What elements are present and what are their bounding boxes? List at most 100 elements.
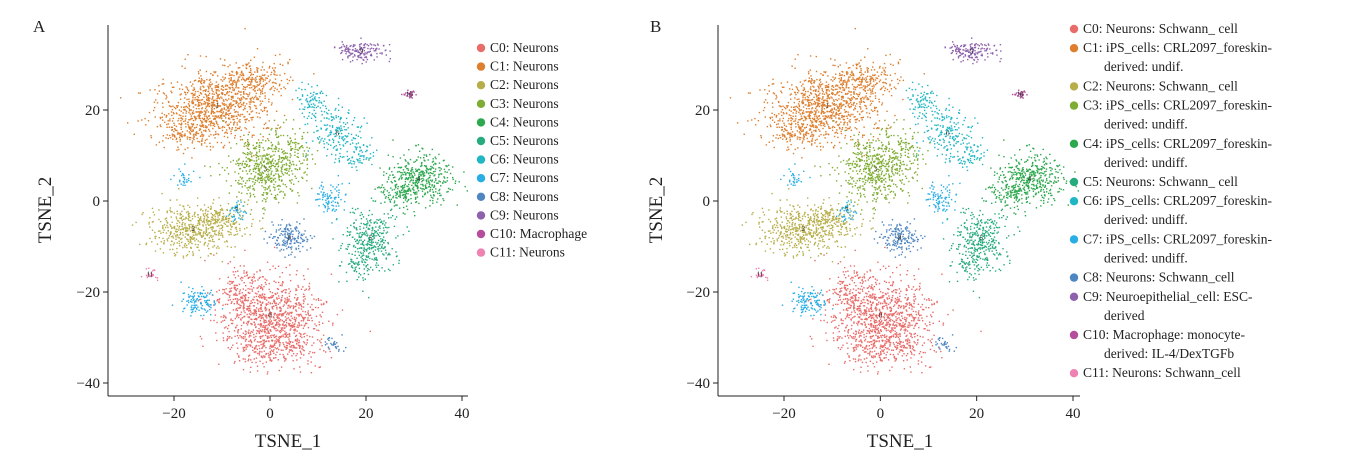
scatter-point (447, 190, 449, 193)
scatter-point (407, 168, 409, 170)
scatter-point (179, 88, 181, 90)
scatter-point (234, 286, 236, 289)
scatter-point (309, 96, 311, 99)
scatter-point (398, 262, 400, 264)
scatter-point (201, 108, 203, 110)
scatter-point (160, 241, 162, 243)
scatter-point (432, 202, 434, 204)
scatter-point (269, 177, 272, 179)
scatter-point (347, 243, 349, 246)
scatter-point (216, 321, 218, 324)
scatter-point (168, 105, 171, 107)
scatter-point (250, 300, 252, 302)
scatter-point (285, 348, 287, 350)
scatter-point (294, 144, 297, 146)
scatter-point (271, 346, 273, 348)
scatter-point (438, 162, 441, 164)
scatter-point (269, 311, 271, 313)
scatter-point (221, 261, 223, 263)
scatter-point (212, 124, 214, 127)
scatter-point (260, 286, 262, 288)
scatter-point (390, 187, 392, 189)
scatter-point (173, 86, 175, 88)
scatter-point (294, 340, 297, 342)
scatter-point (247, 344, 249, 346)
scatter-point (234, 227, 237, 229)
scatter-point (217, 95, 219, 97)
scatter-point (255, 312, 258, 315)
scatter-point (443, 168, 446, 171)
scatter-point (257, 300, 259, 302)
scatter-point (317, 307, 319, 309)
scatter-point (239, 102, 242, 104)
scatter-point (237, 90, 240, 92)
scatter-point (194, 240, 196, 242)
scatter-point (385, 172, 388, 175)
scatter-point (184, 243, 186, 245)
scatter-point (242, 160, 244, 163)
scatter-point (285, 359, 287, 361)
scatter-point (188, 243, 190, 245)
scatter-point (172, 237, 174, 239)
scatter-point (311, 98, 314, 100)
scatter-point (282, 335, 284, 338)
scatter-point (337, 109, 340, 112)
scatter-point (203, 86, 205, 88)
scatter-point (277, 329, 279, 331)
scatter-point (218, 363, 220, 365)
scatter-point (173, 212, 175, 214)
scatter-point (325, 129, 328, 131)
scatter-point (254, 96, 256, 99)
scatter-point (273, 349, 275, 351)
scatter-point (185, 126, 187, 128)
scatter-point (236, 353, 239, 355)
scatter-point (330, 197, 332, 199)
scatter-point (187, 103, 190, 105)
scatter-point (303, 325, 305, 327)
scatter-point (201, 79, 203, 81)
scatter-point (205, 125, 207, 127)
scatter-point (260, 317, 262, 319)
scatter-point (352, 160, 354, 162)
scatter-point (415, 201, 417, 204)
scatter-point (273, 246, 276, 249)
scatter-point (269, 344, 272, 346)
scatter-point (190, 127, 192, 129)
scatter-point (199, 88, 201, 90)
scatter-point (222, 76, 224, 78)
scatter-point (191, 140, 194, 142)
scatter-point (286, 167, 288, 170)
scatter-point (434, 170, 436, 173)
scatter-point (201, 133, 203, 135)
scatter-point (235, 294, 237, 296)
scatter-point (276, 288, 279, 290)
scatter-point (433, 175, 435, 177)
scatter-point (258, 285, 260, 287)
scatter-point (294, 297, 296, 299)
scatter-point (270, 320, 273, 322)
scatter-point (403, 171, 405, 173)
scatter-point (269, 357, 271, 359)
scatter-point (287, 353, 289, 355)
scatter-point (268, 176, 270, 178)
scatter-point (244, 311, 246, 314)
scatter-point (173, 242, 175, 244)
scatter-point (238, 98, 241, 100)
scatter-point (264, 326, 267, 328)
scatter-point (224, 316, 227, 319)
scatter-point (217, 212, 219, 214)
scatter-point (263, 212, 265, 215)
scatter-point (208, 299, 210, 301)
scatter-point (207, 216, 209, 219)
scatter-point (215, 92, 218, 95)
scatter-point (270, 297, 273, 299)
scatter-point (335, 129, 337, 132)
scatter-point (290, 148, 292, 150)
scatter-point (417, 156, 419, 158)
scatter-point (218, 230, 220, 232)
scatter-point (316, 198, 318, 201)
scatter-point (231, 86, 233, 88)
scatter-point (259, 301, 261, 304)
scatter-point (359, 214, 361, 217)
scatter-point (221, 80, 224, 82)
